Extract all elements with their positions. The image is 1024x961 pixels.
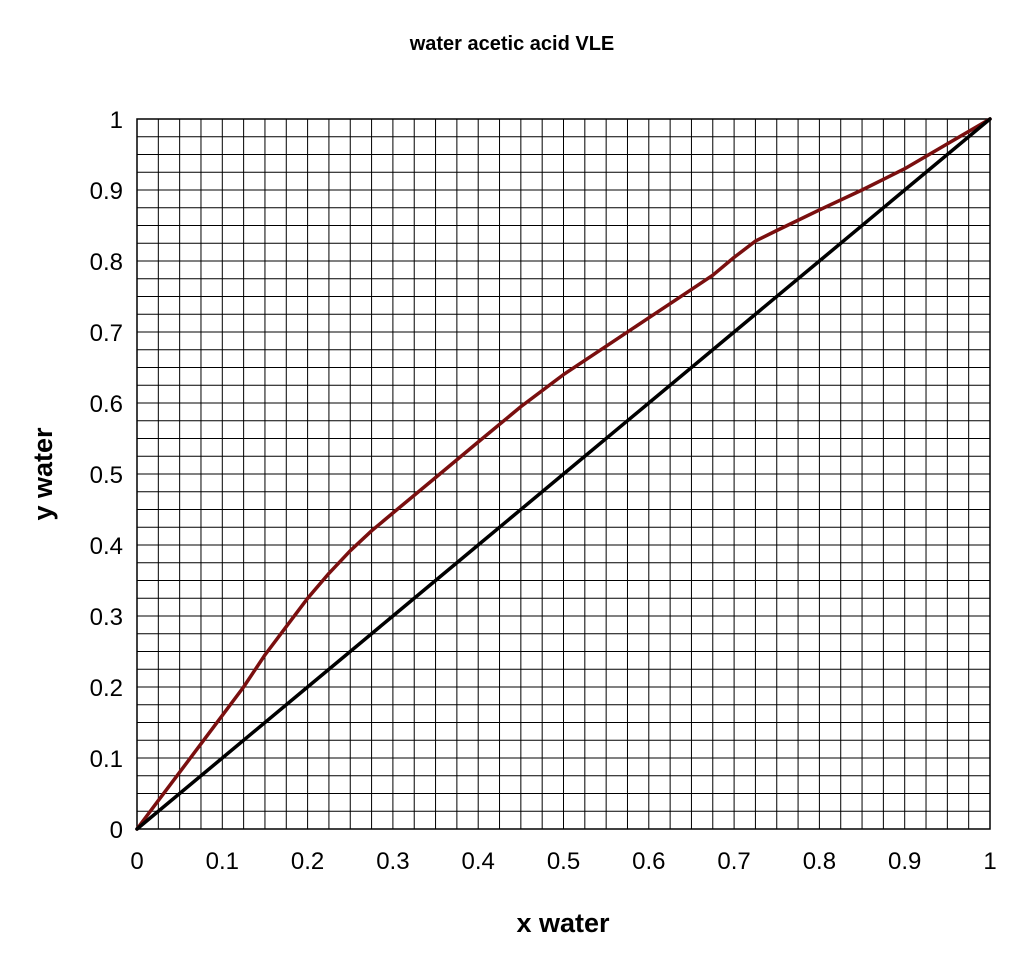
x-tick-label: 0.3 [376, 848, 409, 875]
y-tick-label: 0 [110, 817, 123, 844]
y-tick-label: 1 [110, 107, 123, 134]
y-tick-labels: 0 0.1 0.2 0.3 0.4 0.5 0.6 0.7 0.8 0.9 1 [90, 107, 123, 844]
y-tick-label: 0.7 [90, 320, 123, 347]
x-tick-label: 0.2 [291, 848, 324, 875]
series-layer [135, 117, 992, 831]
plot-frame [136, 118, 991, 830]
y-tick-label: 0.5 [90, 462, 123, 489]
x-tick-label: 0.7 [717, 848, 750, 875]
grid [137, 119, 990, 829]
x-tick-label: 0.6 [632, 848, 665, 875]
y-tick-label: 0.1 [90, 746, 123, 773]
x-tick-labels: 0 0.1 0.2 0.3 0.4 0.5 0.6 0.7 0.8 0.9 1 [130, 848, 996, 875]
y-tick-label: 0.9 [90, 178, 123, 205]
y-tick-label: 0.2 [90, 675, 123, 702]
x-tick-label: 0.5 [547, 848, 580, 875]
x-tick-label: 0.4 [462, 848, 495, 875]
y-tick-label: 0.6 [90, 391, 123, 418]
x-tick-label: 0 [130, 848, 143, 875]
y-tick-label: 0.3 [90, 604, 123, 631]
x-tick-label: 0.9 [888, 848, 921, 875]
x-tick-label: 0.1 [206, 848, 239, 875]
equilibrium-curve-line [135, 117, 992, 831]
x-axis-label: x water [516, 908, 610, 938]
diagonal-line [135, 117, 992, 831]
x-tick-label: 1 [983, 848, 996, 875]
y-tick-label: 0.4 [90, 533, 123, 560]
y-tick-label: 0.8 [90, 249, 123, 276]
y-axis-label: y water [28, 427, 58, 521]
x-tick-label: 0.8 [803, 848, 836, 875]
chart-title: water acetic acid VLE [409, 33, 615, 55]
